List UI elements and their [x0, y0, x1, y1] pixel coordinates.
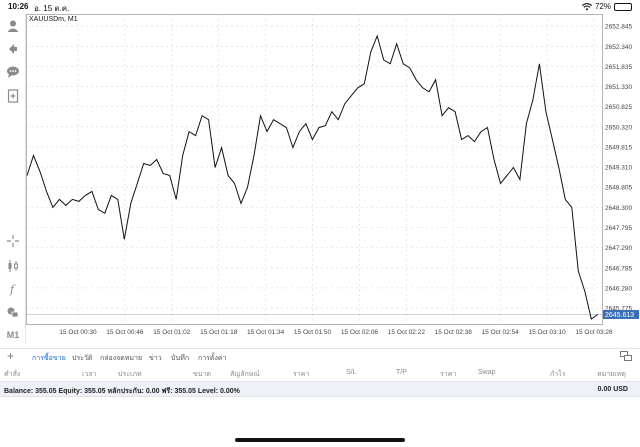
col-type: ประเภท — [118, 371, 142, 378]
y-tick-label: 2652.340 — [605, 44, 632, 51]
battery-icon — [614, 2, 632, 11]
timeframe-button[interactable]: M1 — [6, 330, 20, 340]
tab-journal[interactable]: บันทึก — [171, 355, 190, 362]
y-tick-label: 2651.835 — [605, 64, 632, 71]
new-document-icon[interactable] — [3, 86, 23, 106]
y-tick-label: 2648.300 — [605, 205, 632, 212]
svg-text:f: f — [9, 283, 16, 296]
y-axis: 2652.845 2652.340 2651.835 2651.330 2650.825… — [605, 24, 632, 313]
col-symbol: สัญลักษณ์ — [230, 371, 260, 378]
tab-trade[interactable]: การซื้อขาย — [32, 355, 66, 362]
y-tick-label: 2652.845 — [605, 24, 632, 31]
wifi-icon — [581, 2, 592, 10]
x-tick-label: 15 Oct 02:54 — [482, 329, 520, 336]
y-tick-label: 2646.280 — [605, 285, 632, 292]
price-chart[interactable]: 2652.845 2652.340 2651.835 2651.330 2650.825… — [26, 14, 640, 344]
col-swap: Swap — [478, 369, 496, 376]
chat-icon[interactable] — [3, 62, 23, 82]
current-price-label: 2645.613 — [605, 312, 634, 319]
x-tick-label: 15 Oct 01:02 — [153, 329, 191, 336]
terminal-tabs: + การซื้อขาย ประวัติ กล่องจดหมาย ข่าว บั… — [0, 348, 640, 364]
col-time: เวลา — [82, 371, 97, 378]
x-tick-label: 15 Oct 00:30 — [59, 329, 97, 336]
y-tick-label: 2649.310 — [605, 165, 632, 172]
status-bar: 10:26 อ. 15 ต.ค. 72% — [0, 0, 640, 14]
indicators-icon[interactable]: f — [3, 279, 23, 299]
status-date: อ. 15 ต.ค. — [34, 4, 70, 13]
candles-icon[interactable] — [3, 256, 23, 276]
tab-mailbox[interactable]: กล่องจดหมาย — [100, 355, 143, 362]
y-tick-label: 2645.775 — [605, 306, 632, 313]
x-tick-label: 15 Oct 02:06 — [341, 329, 379, 336]
col-sl: S/L — [346, 369, 357, 376]
x-tick-label: 15 Oct 03:10 — [528, 329, 566, 336]
plot-frame — [26, 14, 603, 325]
expand-panel-icon[interactable] — [620, 351, 632, 364]
x-tick-label: 15 Oct 02:38 — [435, 329, 473, 336]
y-tick-label: 2650.825 — [605, 104, 632, 111]
x-tick-label: 15 Oct 03:26 — [575, 329, 613, 336]
y-tick-label: 2651.330 — [605, 84, 632, 91]
x-tick-label: 15 Oct 02:22 — [388, 329, 426, 336]
add-order-icon[interactable]: + — [7, 349, 15, 363]
col-profit: กำไร — [550, 371, 566, 378]
chart-symbol-label: XAUUSDm, M1 — [29, 16, 78, 23]
x-tick-label: 15 Oct 00:46 — [106, 329, 144, 336]
objects-icon[interactable] — [3, 302, 23, 322]
x-tick-label: 15 Oct 01:34 — [247, 329, 285, 336]
col-current-price: ราคา — [440, 371, 457, 378]
tab-news[interactable]: ข่าว — [149, 355, 162, 362]
account-icon[interactable] — [3, 16, 23, 36]
y-tick-label: 2647.290 — [605, 245, 632, 252]
y-tick-label: 2647.795 — [605, 225, 632, 232]
y-tick-label: 2648.805 — [605, 185, 632, 192]
col-price: ราคา — [293, 371, 310, 378]
col-volume: ขนาด — [193, 371, 212, 378]
current-price-tag — [603, 309, 639, 319]
chart-grid — [26, 14, 602, 324]
account-balance-text: Balance: 355.05 Equity: 355.05 หลักประกั… — [4, 388, 240, 395]
account-total-profit: 0.00 USD — [597, 386, 628, 393]
home-indicator[interactable] — [235, 438, 405, 442]
y-tick-label: 2646.785 — [605, 265, 632, 272]
status-right: 72% — [581, 2, 632, 11]
chart-area[interactable]: 2652.845 2652.340 2651.835 2651.330 2650.825… — [26, 14, 640, 344]
col-comment: หมายเหตุ — [597, 371, 626, 378]
battery-percent: 72% — [594, 2, 611, 11]
col-tp: T/P — [396, 369, 407, 376]
col-order: คำสั่ง — [4, 371, 21, 378]
account-summary-row: Balance: 355.05 Equity: 355.05 หลักประกั… — [0, 381, 640, 397]
price-series-line — [26, 34, 599, 320]
y-tick-label: 2650.320 — [605, 124, 632, 131]
x-tick-label: 15 Oct 01:18 — [200, 329, 238, 336]
status-time: 10:26 — [8, 2, 29, 11]
orders-table-header: คำสั่ง เวลา ประเภท ขนาด สัญลักษณ์ ราคา S… — [0, 366, 640, 380]
tab-history[interactable]: ประวัติ — [72, 355, 93, 362]
trade-arrows-icon[interactable] — [3, 38, 23, 58]
y-tick-label: 2649.815 — [605, 144, 632, 151]
x-axis: 15 Oct 00:30 15 Oct 00:46 15 Oct 01:02 15 O… — [59, 329, 613, 336]
tab-settings[interactable]: การตั้งค่า — [198, 355, 227, 362]
x-tick-label: 15 Oct 01:50 — [294, 329, 332, 336]
left-toolbar: f M1 — [0, 14, 26, 344]
crosshair-icon[interactable] — [3, 231, 23, 251]
